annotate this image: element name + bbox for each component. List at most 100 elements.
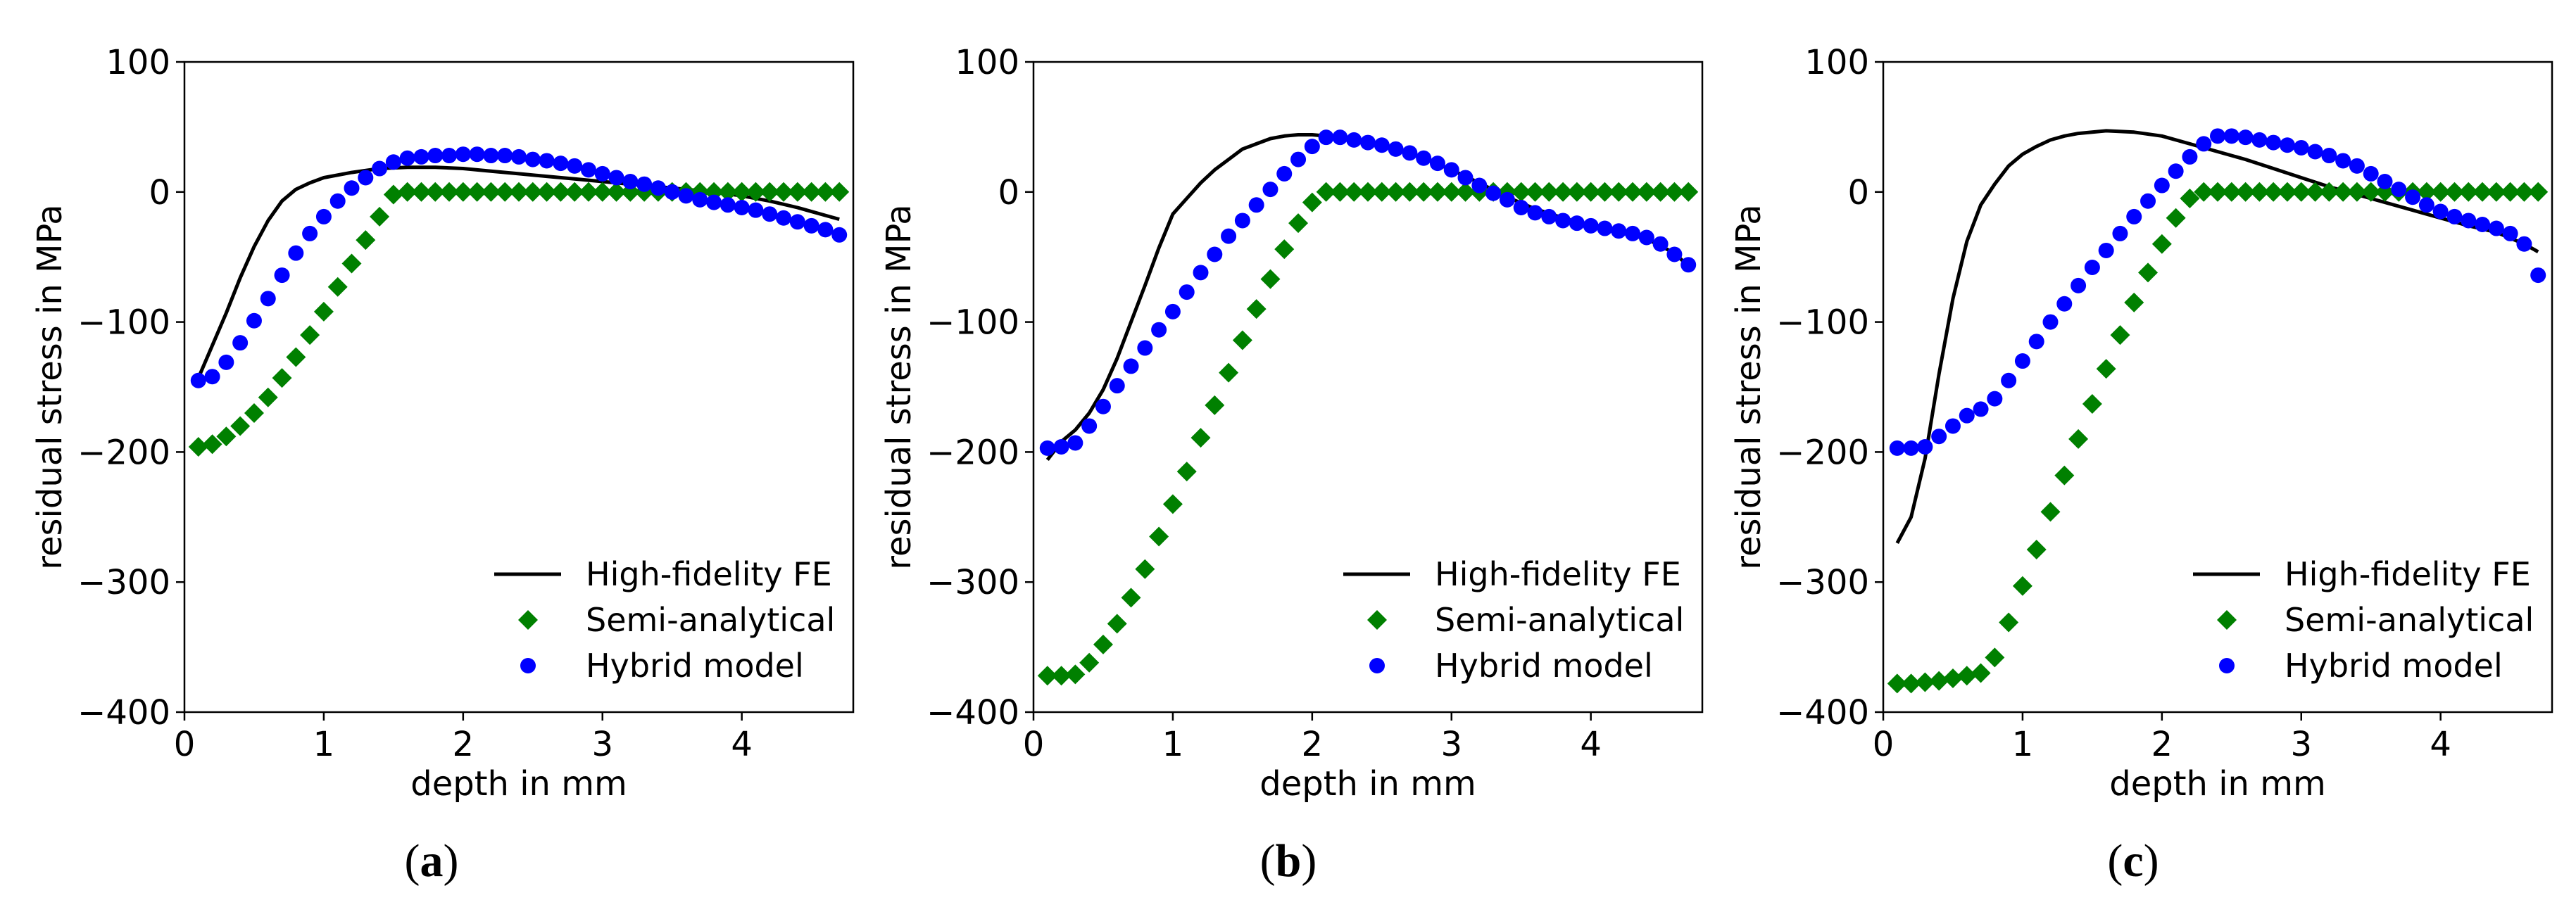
semi-analytical-point [1219, 362, 1239, 383]
hybrid-model-point [2377, 174, 2393, 190]
semi-analytical-point [286, 347, 306, 367]
y-tick-label: 100 [106, 43, 170, 82]
legend-semi-swatch [518, 610, 538, 630]
hybrid-model-point [329, 193, 346, 209]
legend-hybrid-swatch [1369, 658, 1385, 673]
y-tick-label: 0 [149, 173, 170, 213]
semi-analytical-point [1609, 182, 1629, 202]
semi-analytical-point [1344, 182, 1364, 202]
hybrid-model-point [372, 160, 388, 177]
semi-analytical-point [1065, 664, 1086, 685]
hybrid-model-point [594, 165, 610, 182]
semi-analytical-point [2124, 292, 2144, 312]
hybrid-model-point [762, 206, 778, 222]
semi-analytical-point [2458, 182, 2479, 202]
plot-area [1037, 129, 1699, 686]
semi-analytical-point [2416, 182, 2437, 202]
hybrid-model-point [1221, 228, 1237, 244]
semi-analytical-point [1581, 182, 1601, 202]
x-tick-label: 3 [2290, 725, 2312, 764]
caption-letter: c [2123, 835, 2143, 887]
legend-label: Hybrid model [2285, 647, 2503, 685]
hybrid-model-point [1290, 151, 1307, 167]
hybrid-model-point [288, 245, 304, 261]
semi-analytical-point [1915, 672, 1935, 692]
semi-analytical-point [1316, 182, 1336, 202]
hybrid-model-point [2237, 129, 2254, 146]
hybrid-model-point [2056, 296, 2073, 312]
legend-hybrid-swatch [520, 658, 536, 673]
hybrid-model-point [427, 148, 444, 164]
semi-analytical-point [774, 182, 794, 202]
hybrid-model-point [1541, 208, 1557, 224]
x-axis-label: depth in mm [1259, 764, 1476, 804]
semi-analytical-point [425, 182, 446, 202]
legend-hybrid-swatch [2219, 658, 2235, 673]
hybrid-model-point [315, 208, 332, 224]
legend-label: High-fidelity FE [586, 555, 832, 593]
semi-analytical-point [1636, 182, 1657, 202]
hybrid-model-point [1053, 439, 1069, 455]
hybrid-model-point [539, 153, 555, 169]
semi-analytical-point [2249, 182, 2270, 202]
hybrid-model-point [2028, 334, 2044, 350]
semi-analytical-point [2208, 182, 2228, 202]
hybrid-model-point [1137, 340, 1153, 356]
x-tick-label: 4 [1580, 725, 1602, 764]
x-tick-label: 4 [2430, 725, 2451, 764]
x-tick-label: 0 [1023, 725, 1045, 764]
hybrid-model-point [2196, 136, 2212, 152]
hybrid-model-point [608, 170, 624, 186]
semi-analytical-point [1274, 239, 1295, 260]
hybrid-model-point [2530, 267, 2546, 284]
hybrid-model-point [1959, 407, 1975, 424]
hybrid-model-point [344, 180, 360, 196]
semi-analytical-point [1985, 647, 2005, 668]
semi-analytical-point [1093, 634, 1113, 654]
y-tick-label: −300 [926, 563, 1019, 602]
hybrid-model-point [580, 162, 596, 178]
hybrid-model-point [1499, 191, 1515, 208]
hybrid-model-point [2432, 203, 2449, 220]
hybrid-model-point [1332, 129, 1348, 146]
semi-analytical-point [2012, 576, 2032, 596]
hybrid-model-point [553, 156, 569, 172]
hybrid-model-point [1611, 223, 1627, 239]
hybrid-model-point [2405, 189, 2421, 205]
caption-open: ( [2107, 835, 2123, 887]
hybrid-model-point [2042, 314, 2059, 330]
y-tick-label: −400 [77, 693, 170, 733]
hybrid-model-point [2126, 208, 2142, 224]
semi-analytical-point [2054, 465, 2075, 486]
caption-close: ) [1301, 835, 1317, 887]
legend-label: High-fidelity FE [2285, 555, 2531, 593]
hybrid-model-point [678, 188, 694, 204]
plot-frame [1882, 61, 2553, 714]
semi-analytical-point [1051, 666, 1072, 686]
hybrid-model-point [2098, 242, 2114, 258]
legend: High-fidelity FE Semi-analytical Hybrid mo… [1343, 555, 1684, 685]
semi-analytical-point [2068, 429, 2089, 449]
legend-label: Hybrid model [1435, 647, 1653, 685]
x-axis-label: depth in mm [410, 764, 627, 804]
legend-semi-swatch [1367, 610, 1387, 630]
semi-analytical-point [383, 184, 403, 205]
hybrid-model-point [2446, 208, 2463, 224]
hybrid-model-point [302, 225, 318, 241]
legend: High-fidelity FE Semi-analytical Hybrid mo… [2193, 555, 2534, 685]
hybrid-model-point [524, 151, 541, 167]
semi-analytical-point [1929, 671, 1949, 691]
semi-analytical-point [1288, 213, 1309, 234]
semi-analytical-point [2277, 182, 2297, 202]
hybrid-model-point [2140, 193, 2156, 209]
semi-analytical-point [2444, 182, 2465, 202]
semi-analytical-point [313, 301, 334, 322]
semi-analytical-point [829, 182, 850, 202]
semi-analytical-point [2235, 182, 2256, 202]
hybrid-model-point [2251, 132, 2268, 148]
hybrid-model-point [1109, 378, 1125, 394]
hybrid-model-point [2321, 148, 2337, 164]
legend-label: Semi-analytical [2285, 601, 2534, 639]
